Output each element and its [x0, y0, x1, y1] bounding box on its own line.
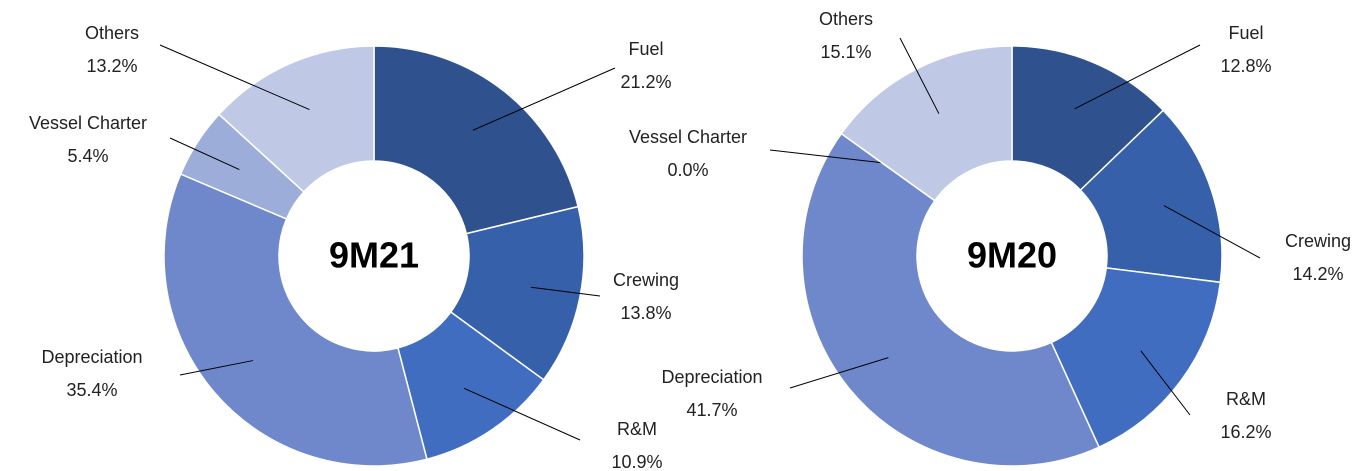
slice — [1079, 109, 1223, 284]
leader-line — [1163, 205, 1261, 259]
center-label: 9M20 — [967, 235, 1057, 276]
center-label: 9M21 — [329, 235, 419, 276]
leader-line — [769, 149, 883, 164]
slice-label: Depreciation — [41, 347, 142, 367]
slice-value-label: 15.1% — [820, 42, 871, 62]
leader-line — [159, 44, 310, 111]
slice-value-label: 10.9% — [611, 452, 662, 471]
slice-label: Fuel — [1228, 23, 1263, 43]
leader-line — [463, 387, 581, 441]
slice-value-label: 0.0% — [667, 160, 708, 180]
slice-label: Others — [819, 9, 873, 29]
slice-value-label: 16.2% — [1220, 422, 1271, 442]
leader-line — [169, 137, 240, 171]
slice-value-label: 13.8% — [620, 303, 671, 323]
slice-value-label: 21.2% — [620, 72, 671, 92]
slice-label: Vessel Charter — [629, 127, 747, 147]
leader-line — [472, 67, 616, 131]
slice-label: R&M — [1226, 389, 1266, 409]
leader-line — [789, 357, 889, 389]
slice — [840, 45, 1013, 202]
slice-label: Crewing — [1285, 231, 1351, 251]
slice-label: Crewing — [613, 270, 679, 290]
leader-line — [530, 286, 601, 297]
slice-label: R&M — [617, 419, 657, 439]
slice — [217, 45, 375, 193]
leader-line — [1140, 350, 1191, 416]
slice — [1050, 267, 1222, 449]
slice — [373, 45, 580, 235]
leader-line — [899, 37, 940, 114]
slice-label: Vessel Charter — [29, 113, 147, 133]
slice-value-label: 5.4% — [67, 146, 108, 166]
slice-label: Depreciation — [661, 367, 762, 387]
slice-value-label: 35.4% — [66, 380, 117, 400]
slice-value-label: 12.8% — [1220, 56, 1271, 76]
slice-label: Fuel — [628, 39, 663, 59]
leader-line — [1074, 44, 1201, 110]
slice-value-label: 13.2% — [86, 56, 137, 76]
slice — [801, 132, 1101, 467]
slice-value-label: 41.7% — [686, 400, 737, 420]
slice — [163, 173, 428, 467]
slice-label: Others — [85, 23, 139, 43]
leader-line — [179, 360, 253, 376]
slice-value-label: 14.2% — [1292, 264, 1343, 284]
slice — [449, 205, 585, 381]
